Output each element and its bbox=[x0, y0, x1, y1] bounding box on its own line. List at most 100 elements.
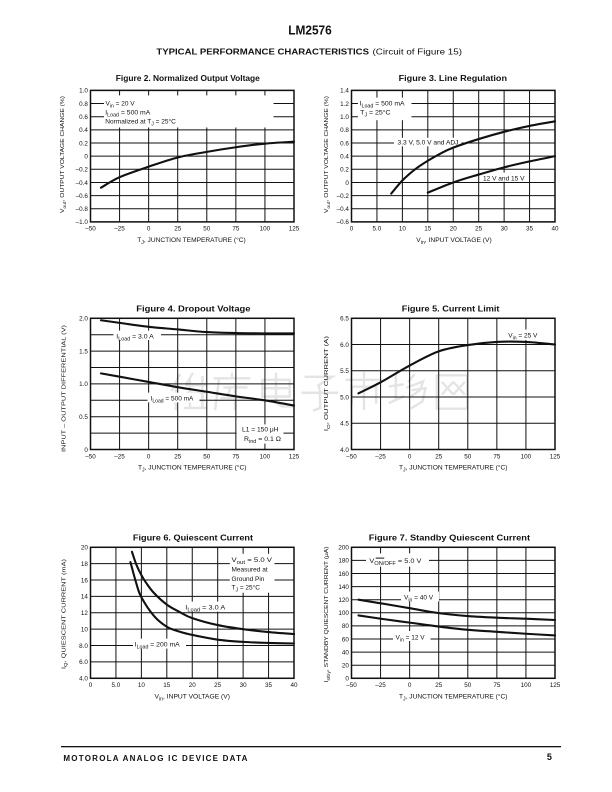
svg-text:INPUT – OUTPUT DIFFERENTIAL (V: INPUT – OUTPUT DIFFERENTIAL (V) bbox=[61, 325, 67, 452]
svg-text:2.0: 2.0 bbox=[79, 316, 88, 323]
svg-text:ILoad = 500 mA: ILoad = 500 mA bbox=[151, 396, 195, 405]
svg-text:35: 35 bbox=[526, 226, 534, 233]
svg-text:–0.2: –0.2 bbox=[337, 193, 350, 200]
svg-text:50: 50 bbox=[464, 682, 472, 689]
svg-text:125: 125 bbox=[550, 453, 561, 460]
svg-text:100: 100 bbox=[521, 682, 532, 689]
svg-text:0: 0 bbox=[345, 676, 349, 683]
svg-text:IQ, QUIESCENT CURRENT (mA): IQ, QUIESCENT CURRENT (mA) bbox=[61, 559, 68, 669]
svg-text:0.2: 0.2 bbox=[340, 167, 349, 174]
svg-text:L1 = 150 μH: L1 = 150 μH bbox=[242, 427, 279, 434]
svg-text:4.0: 4.0 bbox=[79, 676, 88, 683]
svg-text:0: 0 bbox=[84, 447, 88, 454]
svg-text:Figure 6. Quiescent Current: Figure 6. Quiescent Current bbox=[133, 534, 253, 543]
svg-text:1.4: 1.4 bbox=[340, 88, 349, 95]
svg-text:50: 50 bbox=[203, 226, 211, 233]
svg-text:5.0: 5.0 bbox=[340, 394, 349, 401]
svg-text:Vin = 25 V: Vin = 25 V bbox=[508, 332, 538, 341]
svg-text:16: 16 bbox=[81, 577, 89, 584]
svg-text:–0.6: –0.6 bbox=[76, 193, 89, 200]
svg-text:(Circuit of Figure 15): (Circuit of Figure 15) bbox=[373, 47, 463, 56]
svg-text:–0.6: –0.6 bbox=[337, 219, 350, 226]
svg-text:–25: –25 bbox=[114, 453, 125, 460]
svg-text:6.0: 6.0 bbox=[340, 342, 349, 349]
svg-text:0: 0 bbox=[350, 226, 354, 233]
svg-text:–1.0: –1.0 bbox=[76, 219, 89, 226]
svg-text:0: 0 bbox=[408, 453, 412, 460]
svg-text:Vin = 40 V: Vin = 40 V bbox=[404, 595, 434, 604]
svg-text:1.5: 1.5 bbox=[79, 348, 88, 355]
svg-text:Vout, OUTPUT VOLTAGE CHANGE (%: Vout, OUTPUT VOLTAGE CHANGE (%) bbox=[324, 96, 331, 213]
svg-text:Figure 4. Dropout Voltage: Figure 4. Dropout Voltage bbox=[136, 305, 251, 314]
svg-text:75: 75 bbox=[232, 226, 240, 233]
svg-text:0.8: 0.8 bbox=[79, 101, 88, 108]
svg-text:TJ, JUNCTION TEMPERATURE (°C): TJ, JUNCTION TEMPERATURE (°C) bbox=[138, 463, 247, 473]
svg-text:160: 160 bbox=[338, 571, 349, 578]
svg-text:8.0: 8.0 bbox=[79, 643, 88, 650]
svg-text:1.0: 1.0 bbox=[79, 88, 88, 95]
svg-text:0: 0 bbox=[89, 682, 93, 689]
svg-text:25: 25 bbox=[214, 682, 222, 689]
svg-text:ILoad = 200 mA: ILoad = 200 mA bbox=[135, 641, 181, 650]
svg-text:40: 40 bbox=[551, 226, 559, 233]
svg-text:12: 12 bbox=[81, 610, 89, 617]
svg-text:–0.4: –0.4 bbox=[337, 206, 350, 213]
svg-text:5: 5 bbox=[547, 752, 552, 762]
svg-text:6.5: 6.5 bbox=[340, 316, 349, 323]
svg-text:80: 80 bbox=[342, 623, 350, 630]
svg-text:12 V and 15 V: 12 V and 15 V bbox=[483, 175, 525, 182]
svg-text:35: 35 bbox=[265, 682, 273, 689]
svg-text:18: 18 bbox=[81, 561, 89, 568]
svg-text:–0.2: –0.2 bbox=[76, 167, 89, 174]
svg-text:Vin = 12 V: Vin = 12 V bbox=[396, 634, 426, 643]
svg-text:25: 25 bbox=[174, 226, 182, 233]
svg-text:30: 30 bbox=[501, 226, 509, 233]
svg-text:0.2: 0.2 bbox=[79, 140, 88, 147]
svg-text:0.5: 0.5 bbox=[79, 414, 88, 421]
svg-text:10: 10 bbox=[138, 682, 146, 689]
svg-text:75: 75 bbox=[493, 453, 501, 460]
svg-text:1.2: 1.2 bbox=[340, 101, 349, 108]
svg-text:TJ = 25°C: TJ = 25°C bbox=[360, 109, 391, 119]
svg-text:ILoad = 500 mA: ILoad = 500 mA bbox=[105, 110, 151, 119]
svg-text:Figure 3. Line Regulation: Figure 3. Line Regulation bbox=[399, 74, 508, 83]
svg-text:Figure 2. Normalized Output Vo: Figure 2. Normalized Output Voltage bbox=[116, 74, 261, 83]
svg-text:ILoad = 3.0 A: ILoad = 3.0 A bbox=[116, 333, 154, 342]
svg-text:0: 0 bbox=[84, 153, 88, 160]
svg-text:Vin = 20 V: Vin = 20 V bbox=[106, 101, 136, 110]
svg-text:3.3 V, 5.0 V and ADJ: 3.3 V, 5.0 V and ADJ bbox=[398, 140, 459, 147]
svg-text:15: 15 bbox=[163, 682, 171, 689]
svg-text:VON/OFF = 5.0 V: VON/OFF = 5.0 V bbox=[369, 558, 422, 567]
svg-text:–25: –25 bbox=[375, 453, 386, 460]
svg-text:200: 200 bbox=[338, 545, 349, 552]
svg-text:–25: –25 bbox=[375, 682, 386, 689]
svg-text:140: 140 bbox=[338, 584, 349, 591]
svg-text:ILoad = 3.0 A: ILoad = 3.0 A bbox=[185, 605, 226, 614]
svg-text:20: 20 bbox=[450, 226, 458, 233]
svg-text:1.0: 1.0 bbox=[79, 381, 88, 388]
svg-text:10: 10 bbox=[81, 626, 89, 633]
svg-text:Ground Pin: Ground Pin bbox=[232, 576, 265, 583]
svg-text:25: 25 bbox=[435, 453, 443, 460]
svg-text:30: 30 bbox=[240, 682, 248, 689]
svg-text:Figure 7. Standby Quiescent Cu: Figure 7. Standby Quiescent Current bbox=[369, 534, 531, 543]
svg-text:TJ, JUNCTION TEMPERATURE (°C): TJ, JUNCTION TEMPERATURE (°C) bbox=[137, 236, 246, 246]
svg-text:Measured at: Measured at bbox=[232, 566, 268, 573]
svg-text:6.0: 6.0 bbox=[79, 659, 88, 666]
svg-text:Vout, OUTPUT VOLTAGE CHANGE (%: Vout, OUTPUT VOLTAGE CHANGE (%) bbox=[60, 96, 67, 213]
svg-text:IO, OUTPUT CURRENT (A): IO, OUTPUT CURRENT (A) bbox=[324, 336, 331, 431]
svg-text:50: 50 bbox=[203, 453, 211, 460]
svg-text:14: 14 bbox=[81, 594, 89, 601]
svg-text:75: 75 bbox=[493, 682, 501, 689]
svg-text:–50: –50 bbox=[346, 682, 357, 689]
svg-text:0.4: 0.4 bbox=[79, 127, 88, 134]
svg-text:1.0: 1.0 bbox=[340, 114, 349, 121]
svg-text:0: 0 bbox=[147, 226, 151, 233]
svg-text:TJ = 25°C: TJ = 25°C bbox=[232, 583, 261, 593]
svg-text:120: 120 bbox=[338, 597, 349, 604]
svg-text:ILoad = 500 mA: ILoad = 500 mA bbox=[360, 101, 406, 110]
svg-text:–50: –50 bbox=[85, 226, 96, 233]
svg-text:5.0: 5.0 bbox=[373, 226, 382, 233]
svg-text:4.0: 4.0 bbox=[340, 447, 349, 454]
svg-text:LM2576: LM2576 bbox=[288, 23, 332, 38]
